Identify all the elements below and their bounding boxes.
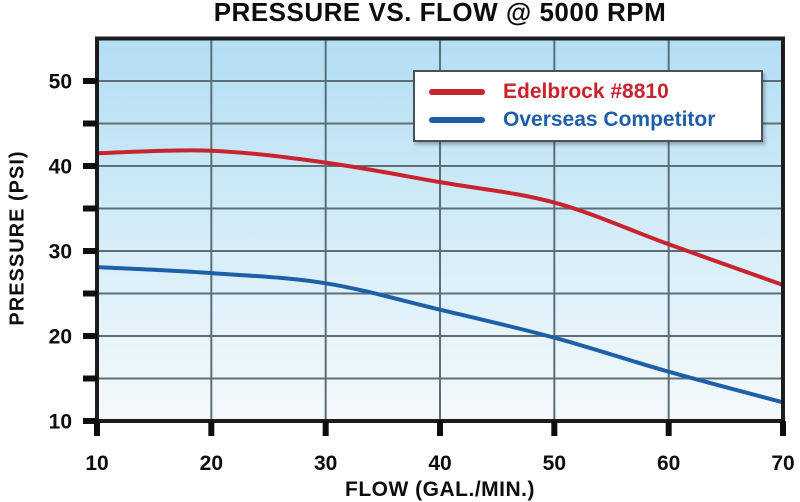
y-tick-label: 30 [49, 241, 72, 264]
legend-label-edelbrock: Edelbrock #8810 [503, 80, 669, 103]
legend: Edelbrock #8810 Overseas Competitor [413, 70, 763, 142]
series-line-0 [96, 148, 784, 287]
x-tick-label: 30 [314, 452, 337, 475]
x-tick-label: 10 [85, 452, 108, 475]
legend-item-edelbrock: Edelbrock #8810 [429, 80, 761, 104]
x-tick-label: 60 [657, 452, 680, 475]
y-tick-label: 20 [49, 326, 72, 349]
x-tick-label: 50 [543, 452, 566, 475]
x-tick-label: 40 [428, 452, 451, 475]
legend-item-competitor: Overseas Competitor [429, 108, 761, 132]
y-tick-label: 50 [49, 71, 72, 94]
legend-swatch-competitor-icon [429, 117, 485, 123]
x-tick-label: 70 [771, 452, 794, 475]
legend-label-competitor: Overseas Competitor [503, 108, 716, 131]
chart-title: PRESSURE VS. FLOW @ 5000 RPM [213, 0, 667, 27]
x-tick-label: 20 [200, 452, 223, 475]
legend-swatch-edelbrock-icon [429, 89, 485, 95]
series-line-1 [96, 265, 784, 405]
y-tick-label: 40 [49, 156, 72, 179]
y-tick-label: 10 [49, 411, 72, 434]
x-axis-title: FLOW (GAL./MIN.) [345, 478, 535, 501]
